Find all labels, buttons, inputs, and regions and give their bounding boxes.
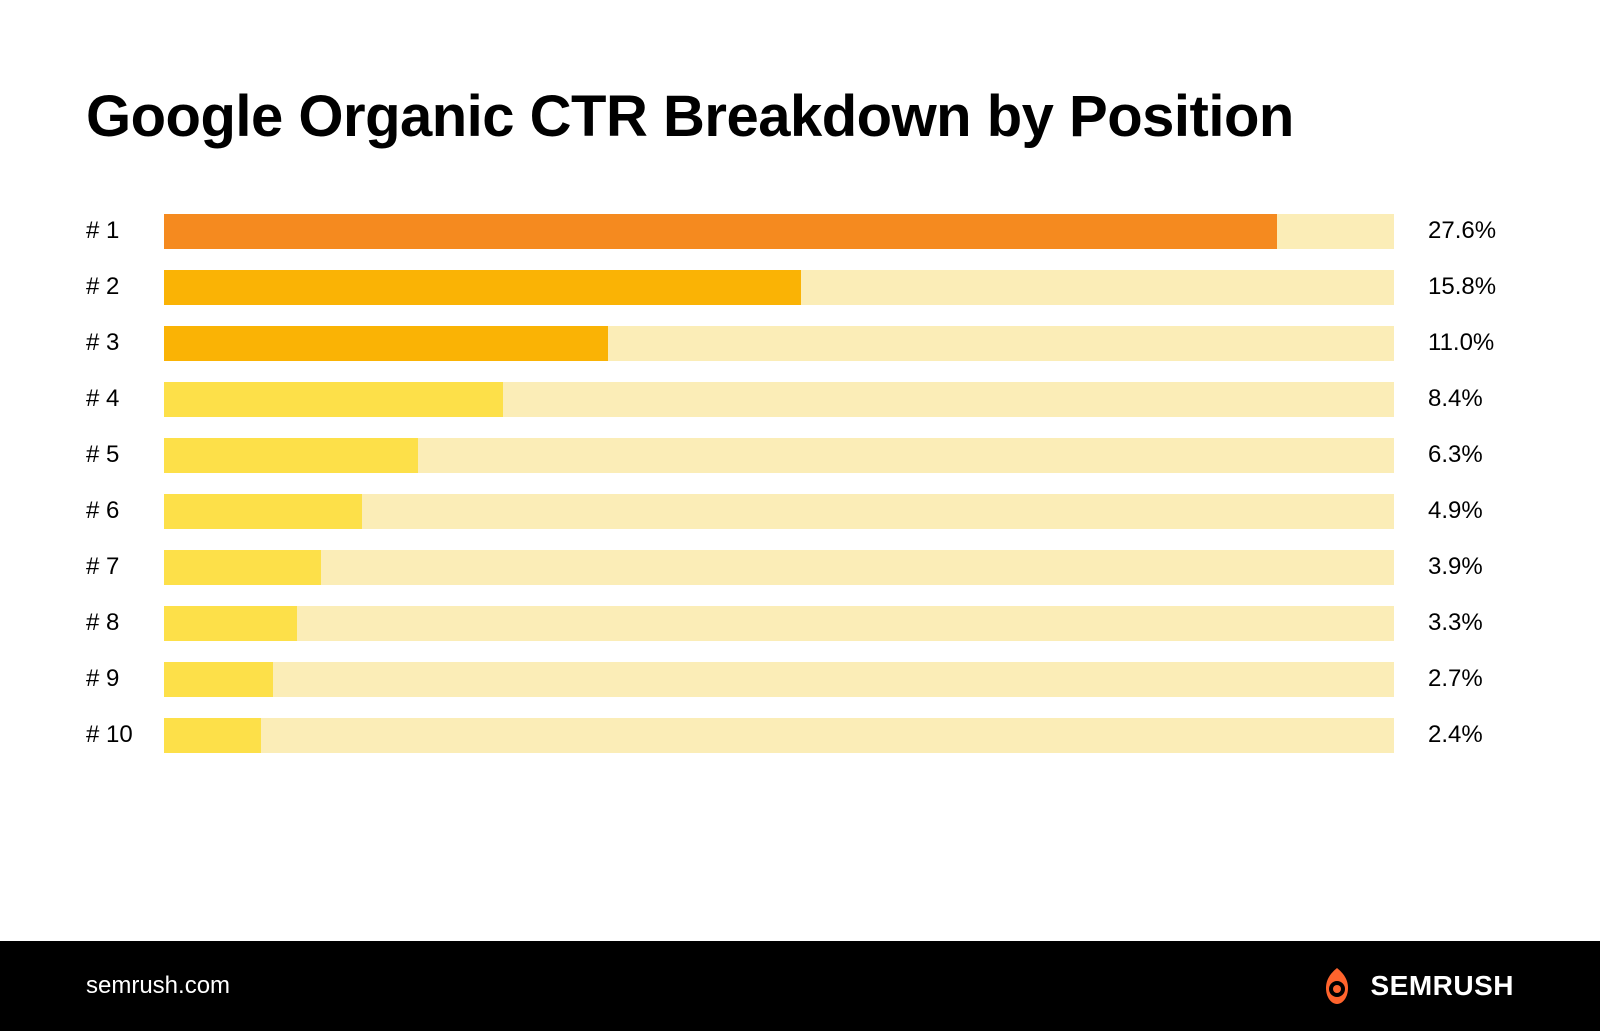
- bar-row: # 2 15.8%: [86, 270, 1514, 305]
- bar-value: 4.9%: [1428, 497, 1514, 525]
- bar-label: # 9: [86, 665, 164, 693]
- bar-row: # 5 6.3%: [86, 438, 1514, 473]
- bar-row: # 10 2.4%: [86, 718, 1514, 753]
- ctr-bar-chart: # 127.6%# 215.8%# 311.0%# 48.4%# 56.3%# …: [86, 214, 1514, 753]
- bar-background: [164, 662, 1394, 697]
- bar-value: 27.6%: [1428, 217, 1514, 245]
- footer-brand: SEMRUSH: [1316, 965, 1514, 1007]
- chart-title: Google Organic CTR Breakdown by Position: [86, 82, 1514, 152]
- bar-fill: [164, 662, 273, 697]
- bar-row: # 1 27.6%: [86, 214, 1514, 249]
- bar-background: [164, 606, 1394, 641]
- bar-value: 6.3%: [1428, 441, 1514, 469]
- semrush-flame-icon: [1316, 965, 1358, 1007]
- bar-label: # 3: [86, 329, 164, 357]
- bar-value: 2.4%: [1428, 721, 1514, 749]
- footer-brand-name: SEMRUSH: [1370, 970, 1514, 1002]
- bar-value: 3.9%: [1428, 553, 1514, 581]
- bar-track: [164, 326, 1394, 361]
- bar-track: [164, 270, 1394, 305]
- bar-label: # 10: [86, 721, 164, 749]
- bar-value: 2.7%: [1428, 665, 1514, 693]
- bar-row: # 7 3.9%: [86, 550, 1514, 585]
- bar-fill: [164, 270, 801, 305]
- bar-row: # 3 11.0%: [86, 326, 1514, 361]
- bar-track: [164, 662, 1394, 697]
- bar-fill: [164, 214, 1277, 249]
- footer-url: semrush.com: [86, 972, 230, 1000]
- bar-track: [164, 606, 1394, 641]
- bar-value: 3.3%: [1428, 609, 1514, 637]
- bar-label: # 2: [86, 273, 164, 301]
- bar-label: # 5: [86, 441, 164, 469]
- bar-label: # 4: [86, 385, 164, 413]
- bar-fill: [164, 438, 418, 473]
- bar-track: [164, 494, 1394, 529]
- bar-track: [164, 382, 1394, 417]
- bar-label: # 6: [86, 497, 164, 525]
- bar-row: # 8 3.3%: [86, 606, 1514, 641]
- bar-background: [164, 550, 1394, 585]
- bar-track: [164, 214, 1394, 249]
- bar-fill: [164, 606, 297, 641]
- bar-label: # 7: [86, 553, 164, 581]
- bar-fill: [164, 382, 503, 417]
- footer-bar: semrush.com SEMRUSH: [0, 941, 1600, 1031]
- bar-track: [164, 550, 1394, 585]
- bar-fill: [164, 718, 261, 753]
- bar-background: [164, 718, 1394, 753]
- bar-row: # 6 4.9%: [86, 494, 1514, 529]
- bar-row: # 9 2.7%: [86, 662, 1514, 697]
- bar-fill: [164, 326, 608, 361]
- bar-value: 15.8%: [1428, 273, 1514, 301]
- bar-fill: [164, 550, 321, 585]
- bar-fill: [164, 494, 362, 529]
- bar-value: 8.4%: [1428, 385, 1514, 413]
- bar-label: # 8: [86, 609, 164, 637]
- bar-label: # 1: [86, 217, 164, 245]
- bar-value: 11.0%: [1428, 329, 1514, 357]
- bar-row: # 4 8.4%: [86, 382, 1514, 417]
- bar-track: [164, 438, 1394, 473]
- bar-track: [164, 718, 1394, 753]
